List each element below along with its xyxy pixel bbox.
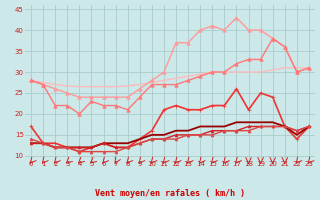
Text: Vent moyen/en rafales ( km/h ): Vent moyen/en rafales ( km/h ) xyxy=(95,189,245,198)
